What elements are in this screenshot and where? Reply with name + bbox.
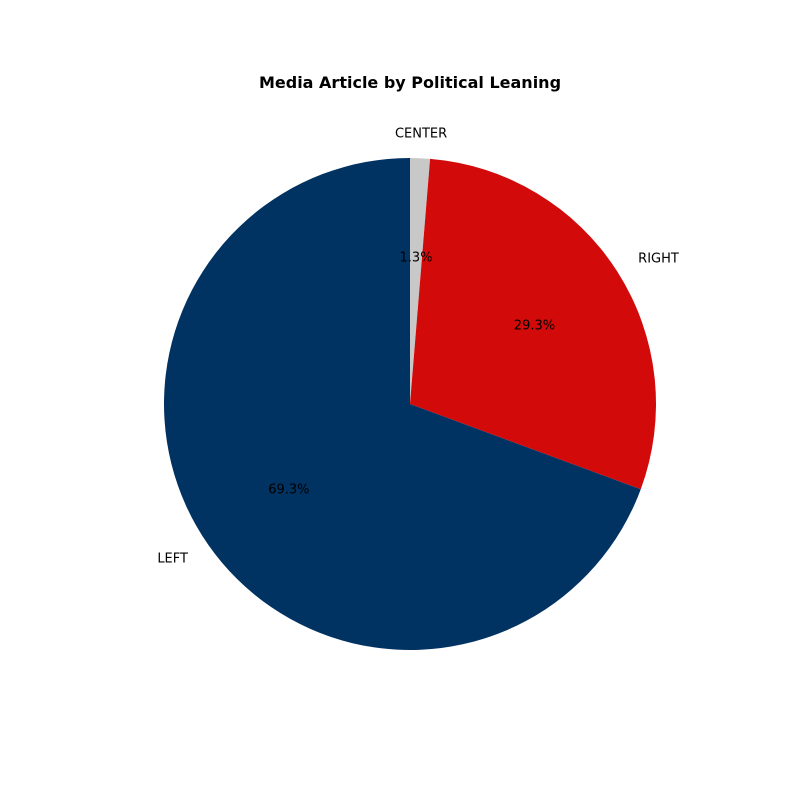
pie-slice-left bbox=[163, 158, 641, 650]
pie-slice-right bbox=[410, 158, 656, 490]
chart-title: Media Article by Political Leaning bbox=[259, 73, 561, 92]
slice-label-center: CENTER bbox=[395, 127, 447, 142]
slice-percent-right: 29.3% bbox=[514, 319, 555, 334]
slice-percent-center: 1.3% bbox=[400, 251, 433, 266]
slice-label-right: RIGHT bbox=[638, 252, 679, 267]
pie-slice-center bbox=[410, 158, 431, 404]
pie-slices bbox=[163, 158, 656, 650]
pie-labels: CENTER 1.3% RIGHT 29.3% LEFT 69.3% bbox=[157, 127, 679, 567]
slice-label-left: LEFT bbox=[157, 552, 188, 567]
slice-percent-left: 69.3% bbox=[268, 482, 309, 497]
